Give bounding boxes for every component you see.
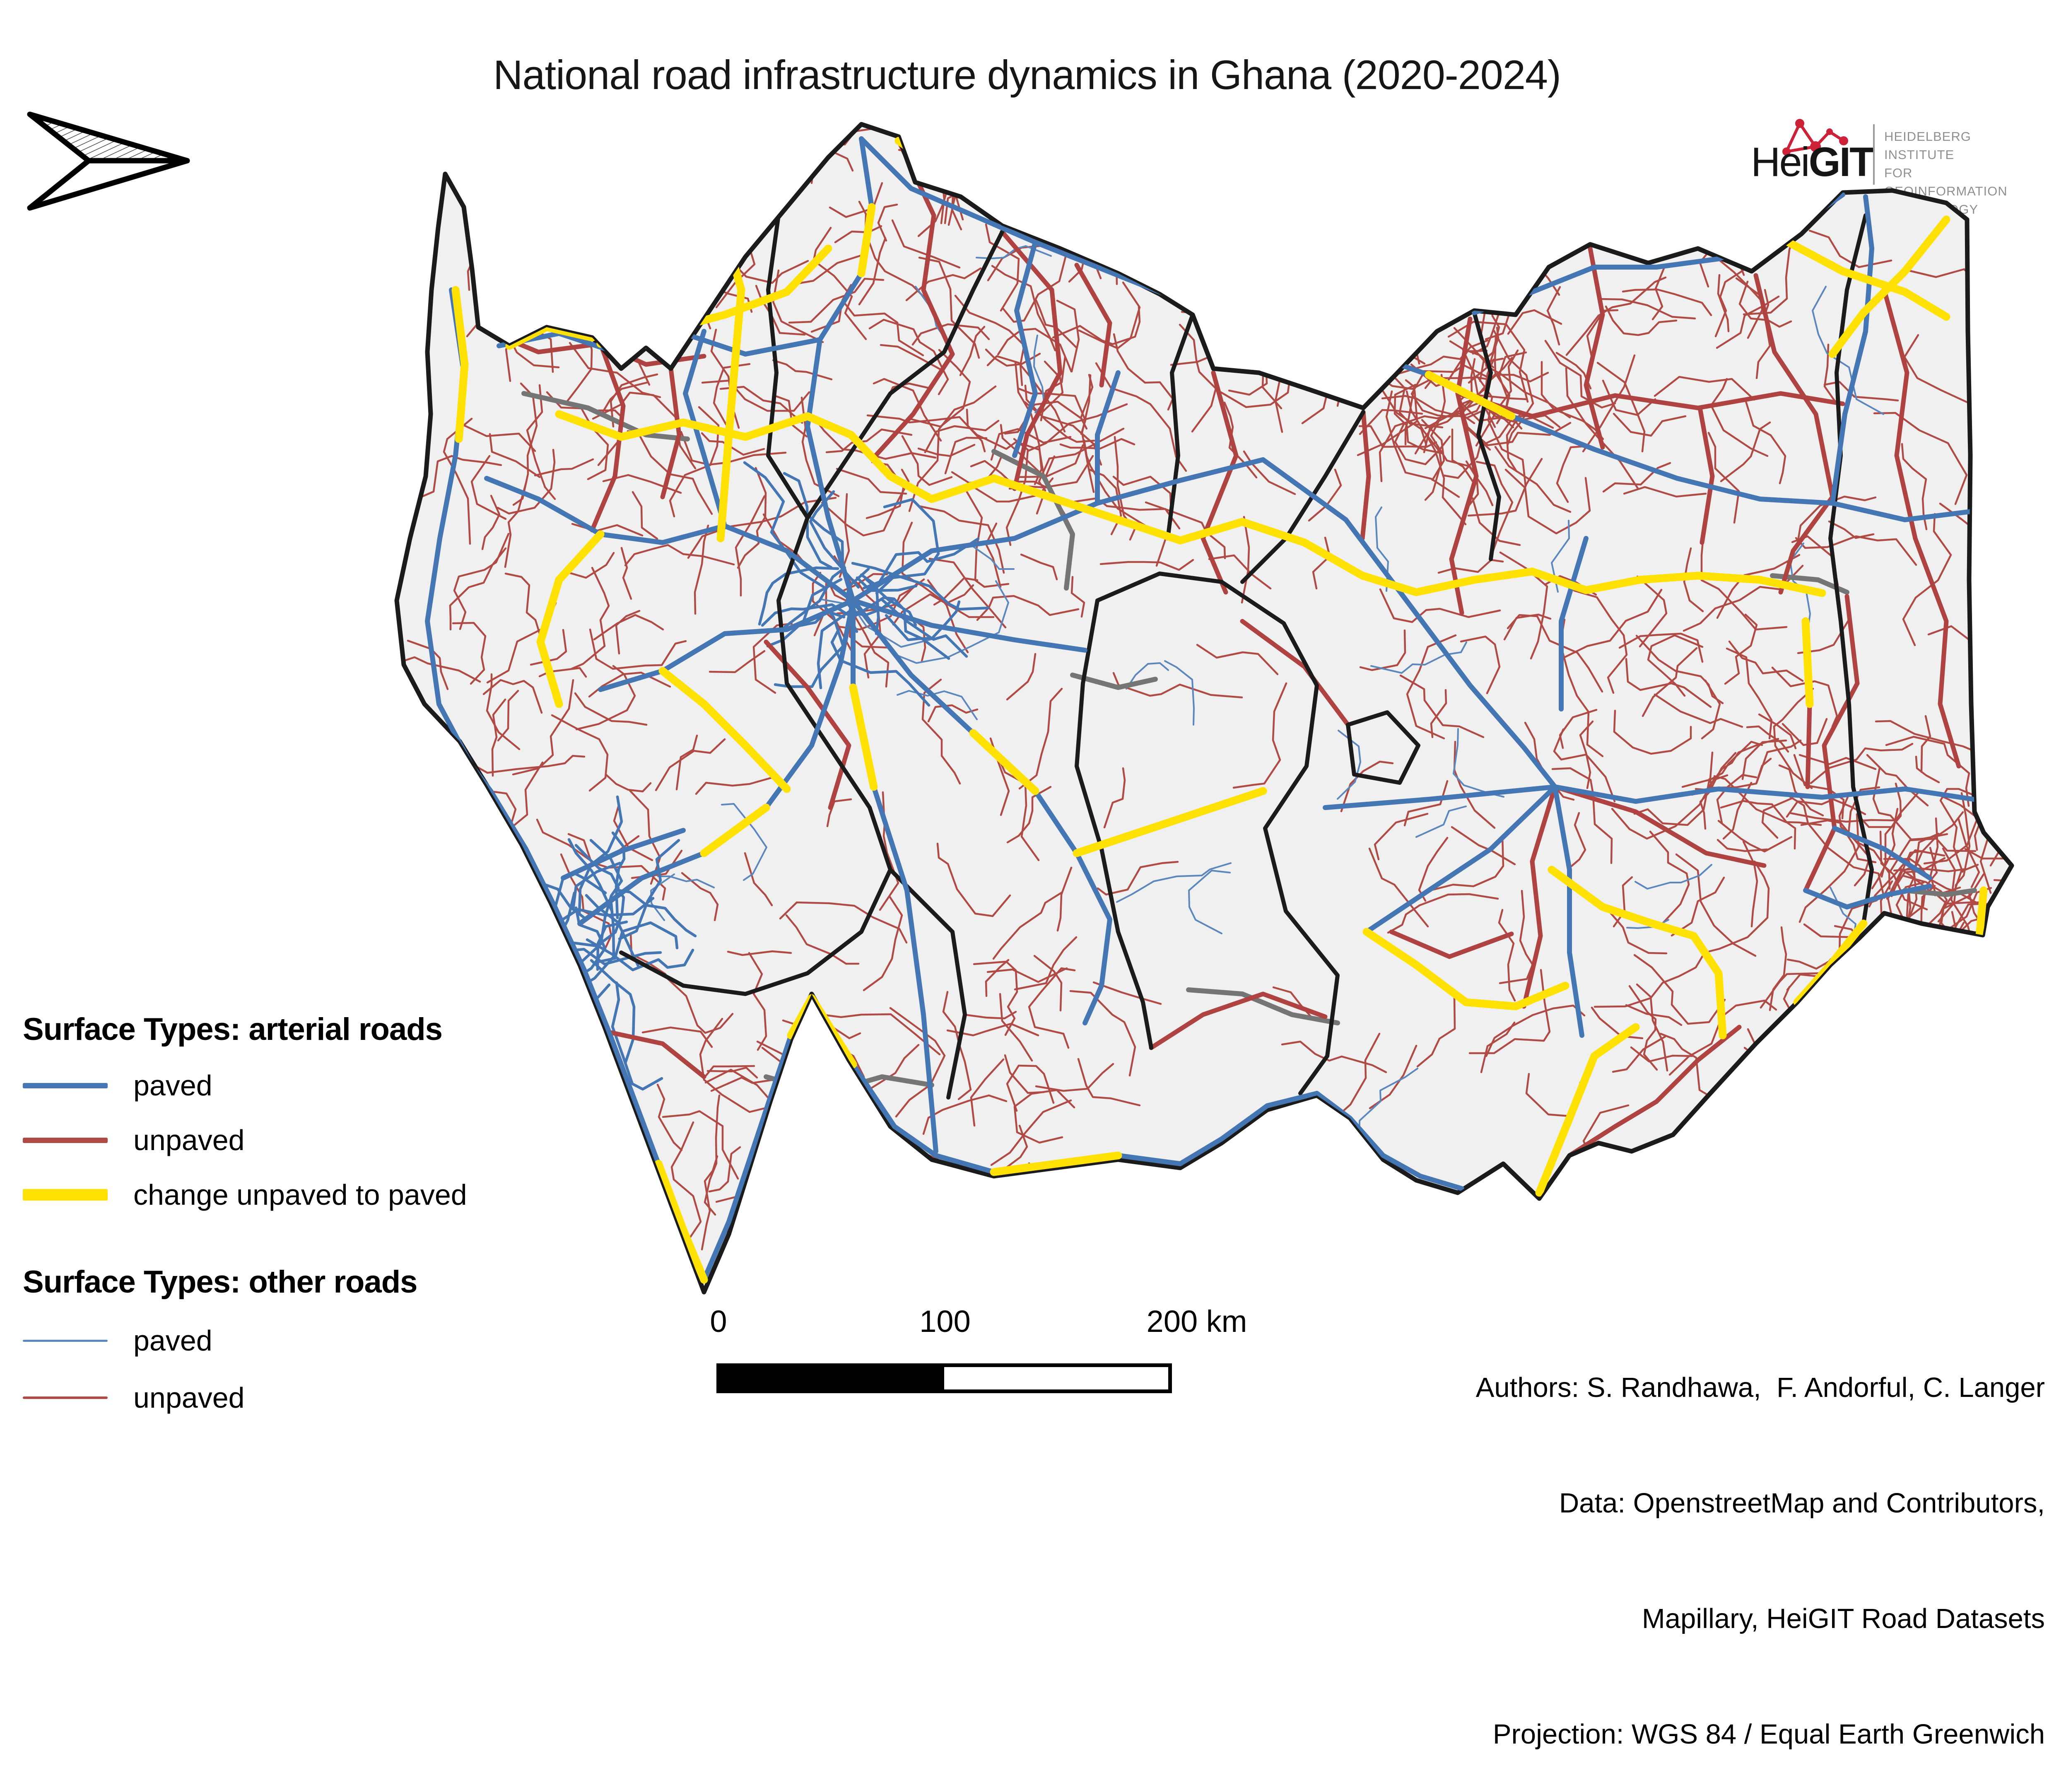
logo-divider bbox=[1873, 124, 1875, 185]
legend-arterial-heading: Surface Types: arterial roads bbox=[23, 1012, 443, 1047]
scale-bar-box bbox=[716, 1363, 1172, 1393]
arterial-paved-swatch bbox=[23, 1083, 108, 1088]
legend-other-heading: Surface Types: other roads bbox=[23, 1264, 417, 1300]
heigit-wordmark: HeiGIT bbox=[1751, 139, 1875, 185]
legend-label: paved bbox=[133, 1069, 212, 1102]
map-canvas bbox=[394, 122, 2014, 1295]
arterial-unpaved-swatch bbox=[23, 1137, 108, 1143]
legend-label: change unpaved to paved bbox=[133, 1179, 467, 1211]
scale-bar-filled-half bbox=[720, 1367, 944, 1389]
page-title: National road infrastructure dynamics in… bbox=[493, 52, 1561, 98]
legend-item-arterial-paved: paved bbox=[23, 1069, 467, 1102]
legend-item-change-unpaved-to-paved: change unpaved to paved bbox=[23, 1178, 467, 1211]
tagline-line: HEIDELBERG INSTITUTE bbox=[1884, 129, 1971, 162]
legend-item-other-paved: paved bbox=[23, 1324, 417, 1357]
credits-authors: Authors: S. Randhawa, F. Andorful, C. La… bbox=[1475, 1372, 2045, 1403]
legend-label: unpaved bbox=[133, 1124, 245, 1156]
credits-projection: Projection: WGS 84 / Equal Earth Greenwi… bbox=[1492, 1719, 2045, 1750]
legend-label: unpaved bbox=[133, 1382, 245, 1414]
credits-block: Authors: S. Randhawa, F. Andorful, C. La… bbox=[1476, 1291, 2045, 1792]
scale-tick-0: 0 bbox=[710, 1304, 727, 1339]
heigit-network-icon bbox=[1782, 119, 1848, 156]
legend-other-roads: Surface Types: other roads paved unpaved bbox=[23, 1264, 417, 1414]
other-paved-swatch bbox=[23, 1339, 108, 1342]
north-arrow-icon bbox=[27, 111, 190, 211]
legend-item-arterial-unpaved: unpaved bbox=[23, 1124, 467, 1157]
change-swatch bbox=[23, 1189, 108, 1201]
legend-label: paved bbox=[133, 1324, 212, 1357]
heigit-logo: HeiGIT HEIDELBERG INSTITUTE FOR GEOINFOR… bbox=[1751, 119, 2037, 217]
credits-data-2: Mapillary, HeiGIT Road Datasets bbox=[1642, 1603, 2045, 1634]
credits-data-1: Data: OpenstreetMap and Contributors, bbox=[1559, 1488, 2045, 1519]
other-unpaved-swatch bbox=[23, 1396, 108, 1399]
legend-item-other-unpaved: unpaved bbox=[23, 1381, 417, 1414]
scale-tick-100: 100 bbox=[919, 1304, 971, 1339]
scale-tick-200km: 200 km bbox=[1146, 1304, 1247, 1339]
legend-arterial-roads: Surface Types: arterial roads paved unpa… bbox=[23, 1011, 467, 1211]
